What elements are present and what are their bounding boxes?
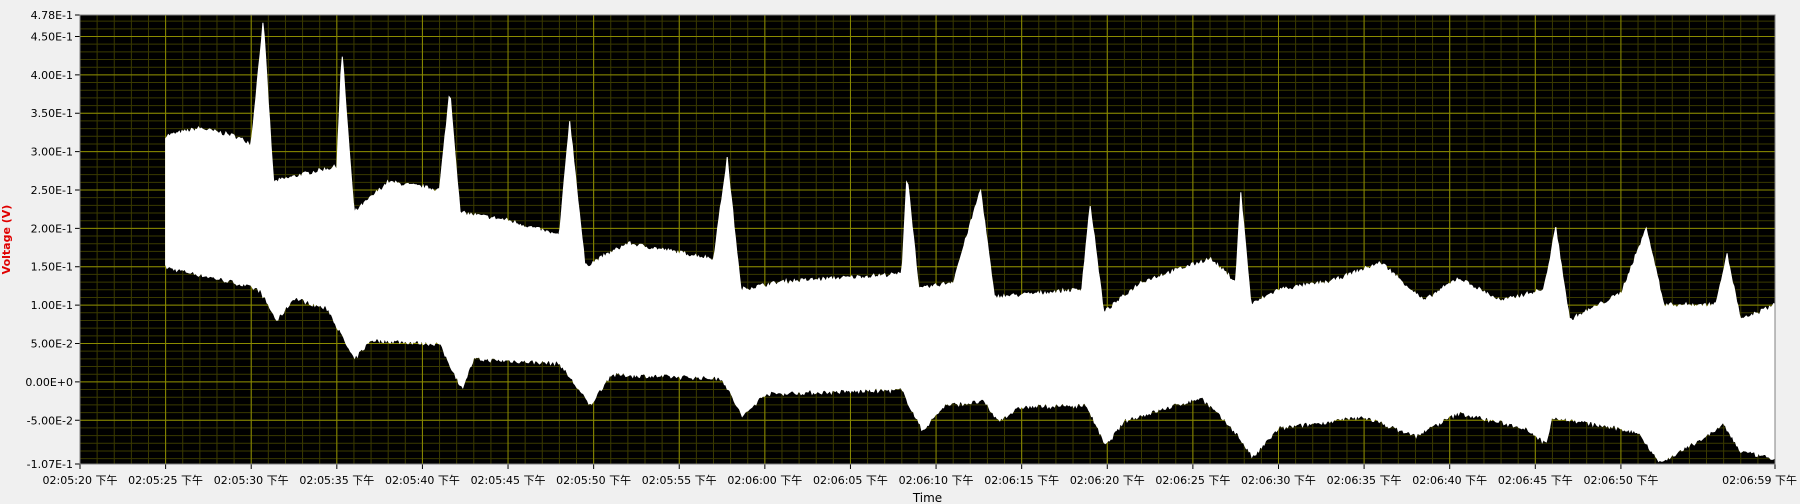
y-tick-label: 0.00E+0 bbox=[25, 376, 73, 389]
y-tick-label: 3.50E-1 bbox=[31, 107, 73, 120]
x-tick-label: 02:06:50 下午 bbox=[1583, 474, 1658, 487]
x-tick-label: 02:05:25 下午 bbox=[128, 474, 203, 487]
x-tick-label: 02:06:59 下午 bbox=[1722, 474, 1797, 487]
y-tick-label: -5.00E-2 bbox=[27, 414, 73, 427]
x-tick-label: 02:05:35 下午 bbox=[299, 474, 374, 487]
y-tick-label: 4.78E-1 bbox=[31, 9, 73, 22]
x-tick-label: 02:06:40 下午 bbox=[1412, 474, 1487, 487]
y-tick-label: -1.07E-1 bbox=[27, 458, 73, 471]
x-tick-label: 02:06:15 下午 bbox=[984, 474, 1059, 487]
x-tick-label: 02:05:50 下午 bbox=[556, 474, 631, 487]
y-tick-label: 5.00E-2 bbox=[31, 337, 73, 350]
x-axis-label: Time bbox=[912, 491, 942, 504]
x-tick-label: 02:05:55 下午 bbox=[642, 474, 717, 487]
x-tick-label: 02:06:10 下午 bbox=[899, 474, 974, 487]
x-tick-label: 02:06:05 下午 bbox=[813, 474, 888, 487]
plot-frame bbox=[79, 14, 1776, 465]
y-axis-label: Voltage (V) bbox=[0, 205, 13, 275]
x-axis-ticks: 02:05:20 下午 02:05:25 下午 02:05:30 下午 02:05:3… bbox=[43, 464, 1797, 487]
y-tick-label: 1.00E-1 bbox=[31, 299, 73, 312]
y-tick-label: 4.50E-1 bbox=[31, 30, 73, 43]
y-tick-label: 3.00E-1 bbox=[31, 146, 73, 159]
x-tick-label: 02:06:00 下午 bbox=[727, 474, 802, 487]
x-tick-label: 02:05:30 下午 bbox=[214, 474, 289, 487]
x-tick-label: 02:06:45 下午 bbox=[1498, 474, 1573, 487]
y-tick-label: 2.00E-1 bbox=[31, 222, 73, 235]
y-tick-label: 2.50E-1 bbox=[31, 184, 73, 197]
x-tick-label: 02:05:45 下午 bbox=[471, 474, 546, 487]
x-tick-label: 02:05:20 下午 bbox=[43, 474, 118, 487]
x-tick-label: 02:06:20 下午 bbox=[1070, 474, 1145, 487]
x-tick-label: 02:05:40 下午 bbox=[385, 474, 460, 487]
x-tick-label: 02:06:35 下午 bbox=[1327, 474, 1402, 487]
y-tick-label: 1.50E-1 bbox=[31, 261, 73, 274]
y-axis-ticks: 4.78E-1 4.50E-1 4.00E-1 3.50E-1 3.00E-1 2.50E… bbox=[25, 9, 80, 471]
x-tick-label: 02:06:25 下午 bbox=[1155, 474, 1230, 487]
y-tick-label: 4.00E-1 bbox=[31, 69, 73, 82]
x-tick-label: 02:06:30 下午 bbox=[1241, 474, 1316, 487]
